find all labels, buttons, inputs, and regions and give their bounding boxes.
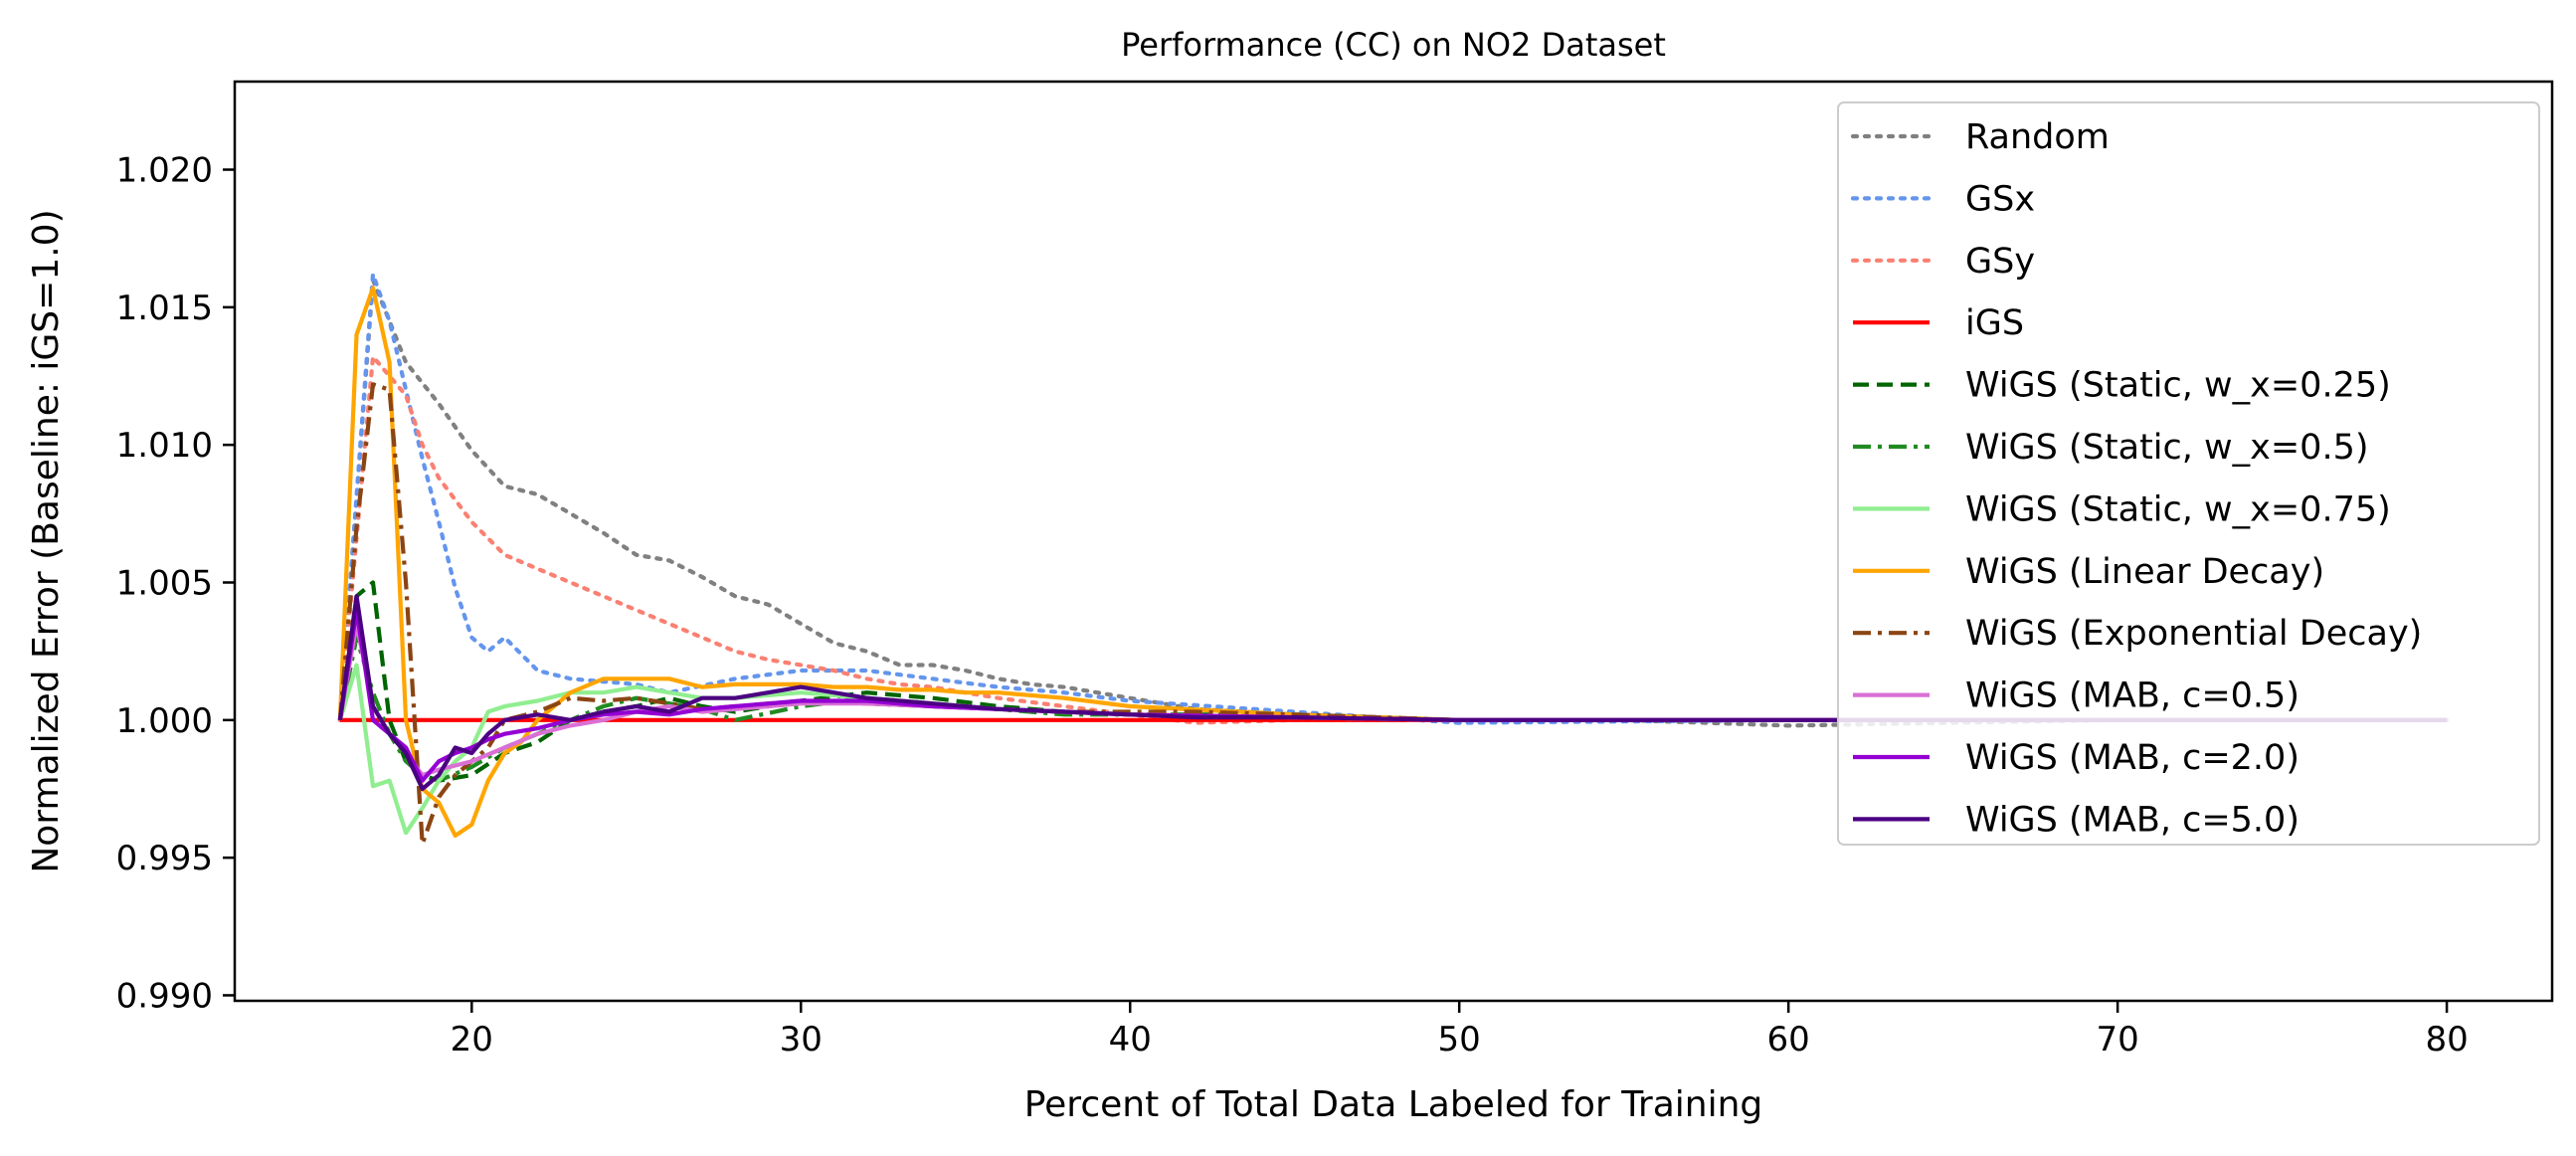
series-line-11 (337, 594, 2448, 792)
legend-entry: WiGS (Static, w_x=0.75) (1965, 489, 2391, 529)
legend-entry: WiGS (Static, w_x=0.25) (1965, 366, 2391, 406)
x-tick-label: 20 (451, 1020, 493, 1060)
series-line-8 (337, 382, 2448, 847)
legend: Random GSx GSy iGS WiGS (Static, w_x=0.25) Wi… (1837, 101, 2540, 846)
x-axis-label: Percent of Total Data Labeled for Traini… (1024, 1084, 1763, 1125)
y-tick-label: 1.010 (116, 426, 213, 466)
legend-entry: WiGS (MAB, c=5.0) (1965, 800, 2300, 840)
series-line-1 (337, 272, 2450, 725)
legend-entry: WiGS (Linear Decay) (1965, 552, 2324, 592)
x-tick-label: 50 (1438, 1020, 1481, 1060)
legend-box (1837, 101, 2540, 846)
legend-entry: GSy (1965, 242, 2035, 282)
legend-entry: iGS (1965, 303, 2024, 343)
legend-entry: WiGS (Exponential Decay) (1965, 614, 2422, 654)
y-axis: 0.990 0.995 1.000 1.005 1.010 1.015 1.020 (116, 151, 235, 1016)
x-tick-label: 70 (2096, 1020, 2138, 1060)
y-tick-label: 0.990 (116, 976, 213, 1016)
legend-entry: WiGS (MAB, c=2.0) (1965, 738, 2300, 778)
x-axis: 20 30 40 50 60 70 80 (451, 1001, 2469, 1060)
x-tick-label: 60 (1767, 1020, 1810, 1060)
legend-entry: WiGS (MAB, c=0.5) (1965, 676, 2300, 716)
y-axis-label: Normalized Error (Baseline: iGS=1.0) (26, 209, 67, 872)
legend-entry: Random (1965, 117, 2110, 157)
legend-entry: GSx (1965, 179, 2035, 219)
y-tick-label: 1.005 (116, 563, 213, 603)
series-line-7 (337, 286, 2448, 839)
axes-frame (233, 80, 2554, 1003)
legend-entry: WiGS (Static, w_x=0.5) (1965, 428, 2369, 468)
series-line-2 (337, 354, 2450, 725)
x-tick-label: 40 (1109, 1020, 1152, 1060)
plot-area (337, 272, 2450, 847)
x-tick-label: 30 (780, 1020, 823, 1060)
y-tick-label: 1.015 (116, 289, 213, 328)
x-tick-label: 80 (2425, 1020, 2468, 1060)
y-tick-label: 1.020 (116, 151, 213, 191)
chart-title: Performance (CC) on NO2 Dataset (1121, 26, 1666, 64)
y-tick-label: 0.995 (116, 839, 213, 878)
y-tick-label: 1.000 (116, 701, 213, 741)
